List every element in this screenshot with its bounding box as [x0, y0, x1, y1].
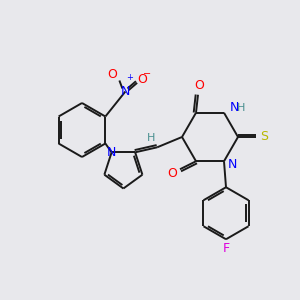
- Text: O: O: [107, 68, 117, 81]
- Text: N: N: [107, 146, 116, 159]
- Text: +: +: [126, 73, 133, 82]
- Text: F: F: [222, 242, 230, 255]
- Text: S: S: [260, 130, 268, 143]
- Text: O: O: [194, 79, 204, 92]
- Text: N: N: [121, 85, 130, 98]
- Text: O: O: [167, 167, 177, 180]
- Text: H: H: [147, 133, 155, 143]
- Text: −: −: [143, 70, 152, 80]
- Text: O: O: [137, 73, 147, 86]
- Text: N: N: [227, 158, 237, 171]
- Text: H: H: [237, 103, 245, 113]
- Text: N: N: [229, 101, 239, 114]
